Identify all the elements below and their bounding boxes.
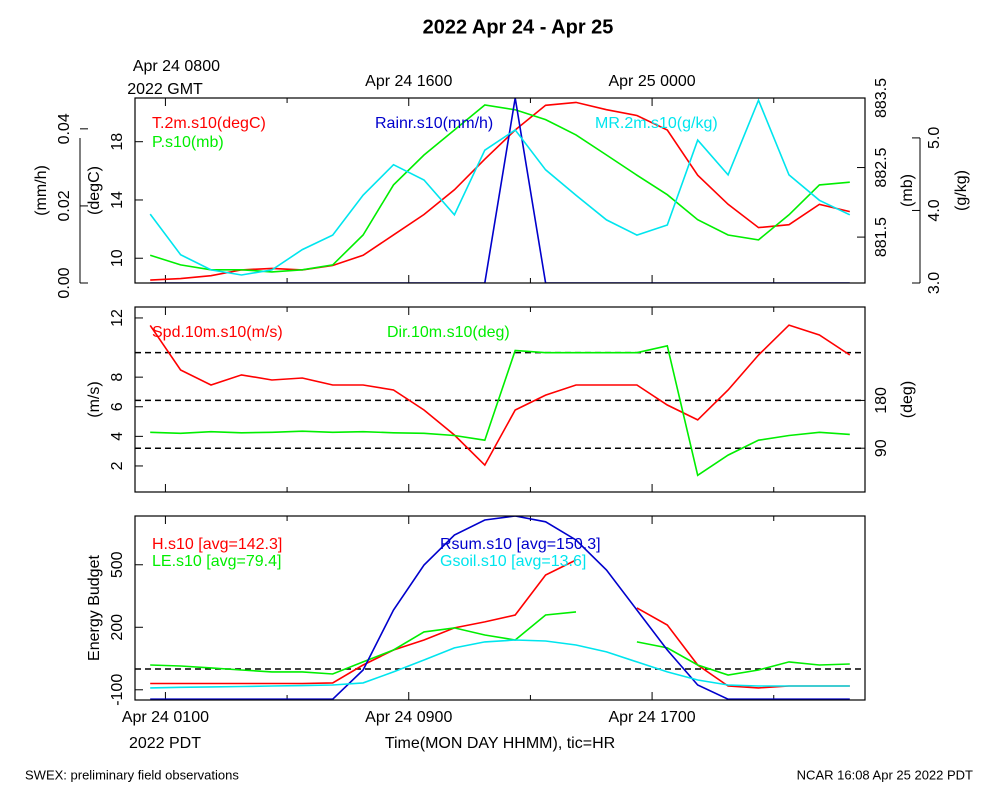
series-line	[150, 516, 850, 700]
legend-label: Spd.10m.s10(m/s)	[152, 324, 283, 341]
y-axis-title: (g/kg)	[953, 170, 970, 211]
legend-label: Gsoil.s10 [avg=13.6]	[440, 553, 586, 570]
legend-label: T.2m.s10(degC)	[152, 115, 266, 132]
plot-area	[150, 516, 850, 700]
y-tick-label: 500	[109, 551, 126, 578]
series-line	[150, 611, 850, 676]
panel-frame	[134, 97, 866, 284]
y-tick-label: -100	[109, 674, 126, 706]
y-tick-label: 90	[873, 439, 890, 457]
y-tick-label: 12	[109, 309, 126, 327]
legend-label: MR.2m.s10(g/kg)	[595, 115, 718, 132]
y-tick-label: 180	[873, 387, 890, 414]
panel-frame	[134, 515, 866, 701]
y-axis-title: Energy Budget	[86, 555, 103, 661]
chart-title: 2022 Apr 24 - Apr 25	[423, 16, 614, 38]
series-line	[149, 324, 851, 467]
y-tick-label: 4	[109, 432, 126, 441]
y-tick-label: 4.0	[926, 199, 943, 221]
series-line	[150, 98, 850, 283]
plot-area	[149, 98, 851, 283]
legend-label: P.s10(mb)	[152, 134, 224, 151]
series-line	[149, 98, 851, 276]
x-tick-label: Apr 24 0900	[365, 709, 452, 726]
y-tick-label: 18	[109, 133, 126, 151]
top-x-tick-label: Apr 24 1600	[365, 73, 452, 90]
y-tick-label: 0.00	[56, 267, 73, 298]
series-line	[150, 639, 850, 689]
x-tick-label: Apr 24 1700	[608, 709, 695, 726]
series-line	[150, 101, 850, 281]
y-tick-label: 881.5	[873, 217, 890, 257]
plot-area	[149, 324, 851, 477]
y-axis-title: (degC)	[86, 166, 103, 215]
y-tick-label: 0.04	[56, 113, 73, 144]
top-x-tick-label: Apr 24 0800	[133, 58, 220, 75]
y-axis-title: (deg)	[899, 381, 916, 418]
y-tick-label: 14	[109, 191, 126, 209]
legend-label: Dir.10m.s10(deg)	[387, 324, 510, 341]
y-axis-title: (m/s)	[86, 381, 103, 417]
top-x-tick-label: Apr 25 0000	[608, 73, 695, 90]
time-zone-top: 2022 GMT	[127, 81, 203, 98]
x-tick-label: Apr 24 0100	[122, 709, 209, 726]
legend-label: Rsum.s10 [avg=150.3]	[440, 536, 601, 553]
y-tick-label: 5.0	[926, 127, 943, 149]
y-tick-label: 883.5	[873, 78, 890, 118]
series-line	[150, 344, 850, 477]
legend-label: LE.s10 [avg=79.4]	[152, 553, 281, 570]
y-tick-label: 6	[109, 402, 126, 411]
y-tick-label: 10	[109, 249, 126, 267]
y-tick-label: 2	[109, 461, 126, 470]
y-axis-title: (mb)	[899, 174, 916, 207]
y-tick-label: 882.5	[873, 147, 890, 187]
footer-right: NCAR 16:08 Apr 25 2022 PDT	[797, 767, 973, 782]
y-tick-label: 3.0	[926, 272, 943, 294]
y-axis-title: (mm/h)	[33, 165, 50, 216]
panel-frame	[134, 306, 866, 493]
legend-label: Rainr.s10(mm/h)	[375, 115, 493, 132]
footer-left: SWEX: preliminary field observations	[25, 767, 239, 782]
y-tick-label: 200	[109, 614, 126, 641]
y-tick-label: 8	[109, 373, 126, 382]
time-zone-bottom: 2022 PDT	[129, 735, 201, 752]
x-axis-title: Time(MON DAY HHMM), tic=HR	[385, 735, 615, 752]
legend-label: H.s10 [avg=142.3]	[152, 536, 282, 553]
y-tick-label: 0.02	[56, 190, 73, 221]
